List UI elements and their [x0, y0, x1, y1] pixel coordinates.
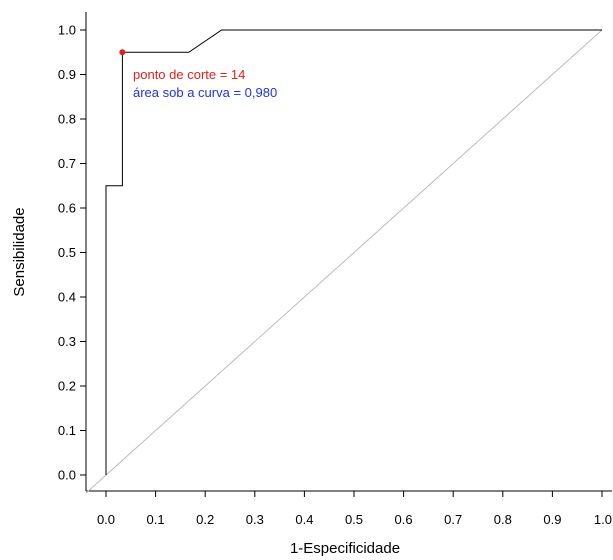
x-tick-label: 0.0	[97, 512, 115, 527]
x-tick-label: 0.4	[295, 512, 313, 527]
y-tick-label: 0.1	[58, 423, 76, 438]
cutoff-annotation: ponto de corte = 14	[133, 67, 245, 82]
y-tick-label: 0.0	[58, 468, 76, 483]
y-axis-title: Sensibilidade	[11, 207, 28, 296]
x-tick-label: 0.3	[246, 512, 264, 527]
x-tick-label: 1.0	[594, 512, 612, 527]
x-tick-label: 0.1	[147, 512, 165, 527]
y-tick-label: 0.3	[58, 334, 76, 349]
y-axis-ticks: 0.0 0.1 0.2 0.3 0.4 0.5 0.6 0.7 0.8 0.9 1.0	[58, 23, 86, 483]
cutoff-point-marker	[119, 49, 126, 56]
y-tick-label: 0.8	[58, 112, 76, 127]
x-tick-label: 0.9	[543, 512, 561, 527]
x-tick-label: 0.8	[494, 512, 512, 527]
y-tick-label: 0.7	[58, 156, 76, 171]
x-axis-ticks: 0.0 0.1 0.2 0.3 0.4 0.5 0.6 0.7 0.8 0.9 1.0	[97, 491, 612, 527]
auc-annotation: área sob a curva = 0,980	[133, 85, 277, 100]
x-tick-label: 0.6	[395, 512, 413, 527]
y-tick-label: 0.9	[58, 67, 76, 82]
y-tick-label: 0.5	[58, 245, 76, 260]
x-tick-label: 0.7	[444, 512, 462, 527]
plot-frame	[85, 12, 612, 492]
y-tick-label: 0.6	[58, 201, 76, 216]
y-tick-label: 0.4	[58, 290, 76, 305]
y-tick-label: 1.0	[58, 23, 76, 38]
y-tick-label: 0.2	[58, 379, 76, 394]
x-tick-label: 0.5	[345, 512, 363, 527]
x-tick-label: 0.2	[196, 512, 214, 527]
x-axis-title: 1-Especificidade	[290, 540, 400, 557]
reference-diagonal-line	[85, 29, 603, 494]
